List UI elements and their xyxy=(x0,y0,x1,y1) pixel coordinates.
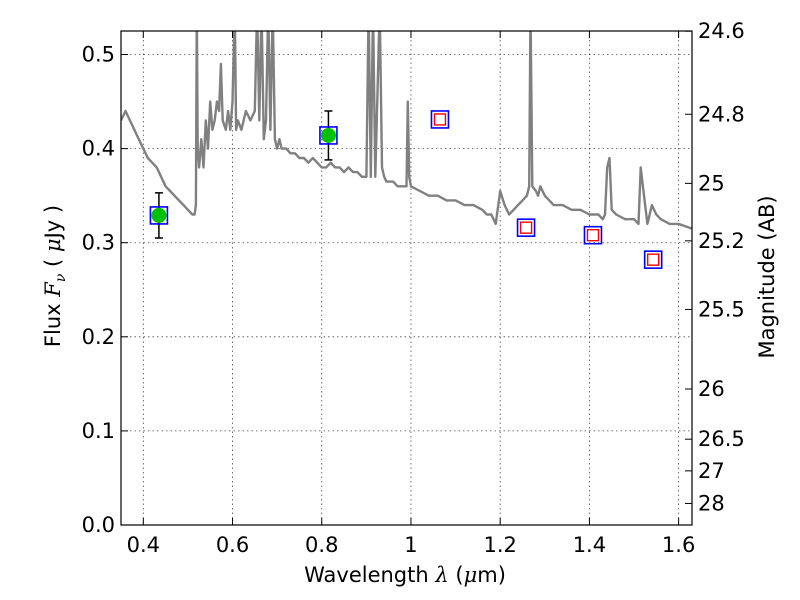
mag-tick-label: 26.5 xyxy=(698,427,745,451)
observed-point xyxy=(320,127,336,143)
predicted-point xyxy=(586,228,600,242)
x-tick-label: 0.8 xyxy=(305,533,338,557)
plot-frame xyxy=(120,30,693,526)
mag-tick-label: 28 xyxy=(698,491,725,515)
template-spectrum xyxy=(121,31,692,230)
y-tick-label: 0.1 xyxy=(82,419,115,443)
model-point xyxy=(516,218,536,237)
x-tick-label: 0.4 xyxy=(127,533,160,557)
mag-tick-label: 25.5 xyxy=(698,297,745,321)
y-tick-label: 0.3 xyxy=(82,231,115,255)
right-axis-label: Magnitude (AB) xyxy=(755,195,779,358)
grid xyxy=(121,31,692,526)
y-tick-label: 0.4 xyxy=(82,137,115,161)
predicted-point xyxy=(519,221,533,234)
y-tick-label: 0.2 xyxy=(82,325,115,349)
observed-point xyxy=(151,207,167,223)
mag-tick-label: 26 xyxy=(698,377,725,401)
y-axis-label: Flux Fν ( μJy ) xyxy=(41,205,69,347)
model-point xyxy=(583,225,603,245)
x-tick-label: 1.4 xyxy=(573,533,606,557)
mag-tick-label: 25 xyxy=(698,171,725,195)
model-point xyxy=(430,110,450,129)
mag-tick-label: 25.2 xyxy=(698,229,745,253)
photometry-markers xyxy=(149,110,663,269)
x-axis-label: Wavelength λ (μm) xyxy=(304,563,506,587)
predicted-point xyxy=(646,253,660,266)
x-tick-label: 0.6 xyxy=(216,533,249,557)
mag-tick-label: 24.8 xyxy=(698,102,745,126)
spectrum-line xyxy=(121,31,692,230)
x-tick-label: 1.6 xyxy=(662,533,695,557)
model-point xyxy=(643,250,663,269)
axis-ticks: 0.4 0.6 0.8 1 1.2 1.4 1.6 0.0 0.1 0.2 0.3 0.4 0.5 24.… xyxy=(82,19,745,557)
mag-tick-label: 24.6 xyxy=(698,19,745,43)
x-tick-label: 1 xyxy=(404,533,417,557)
predicted-point xyxy=(433,113,447,126)
mag-tick-label: 27 xyxy=(698,459,725,483)
x-tick-label: 1.2 xyxy=(483,533,516,557)
y-tick-label: 0.5 xyxy=(82,43,115,67)
y-tick-label: 0.0 xyxy=(82,513,115,537)
model-point xyxy=(319,126,338,145)
model-point xyxy=(149,206,169,225)
